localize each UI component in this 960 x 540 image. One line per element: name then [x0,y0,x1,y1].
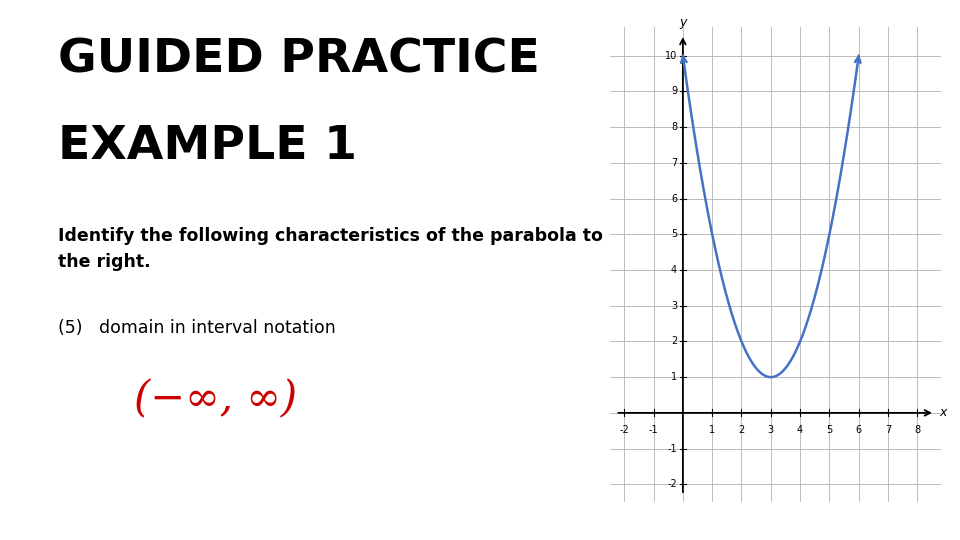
Text: (−∞, ∞): (−∞, ∞) [134,378,298,420]
Text: 2: 2 [671,336,677,347]
Text: 6: 6 [671,193,677,204]
Text: EXAMPLE 1: EXAMPLE 1 [58,124,356,169]
Text: Identify the following characteristics of the parabola to
the right.: Identify the following characteristics o… [58,227,603,271]
Text: 4: 4 [671,265,677,275]
Text: 2: 2 [738,426,745,435]
Text: 6: 6 [855,426,862,435]
Text: 7: 7 [885,426,891,435]
Text: 10: 10 [664,51,677,60]
Text: 4: 4 [797,426,804,435]
Text: -2: -2 [667,480,677,489]
Text: 1: 1 [671,372,677,382]
Text: y: y [679,16,686,29]
Text: 5: 5 [827,426,832,435]
Text: -2: -2 [619,426,629,435]
Text: -1: -1 [667,443,677,454]
Text: 8: 8 [914,426,921,435]
Text: 3: 3 [768,426,774,435]
Text: GUIDED PRACTICE: GUIDED PRACTICE [58,38,540,83]
Text: 3: 3 [671,301,677,310]
Text: 9: 9 [671,86,677,96]
Text: (5)   domain in interval notation: (5) domain in interval notation [58,319,335,336]
Text: -1: -1 [649,426,659,435]
Text: 5: 5 [671,230,677,239]
Text: 8: 8 [671,122,677,132]
Text: 1: 1 [709,426,715,435]
Text: 7: 7 [671,158,677,168]
Text: x: x [939,407,947,420]
